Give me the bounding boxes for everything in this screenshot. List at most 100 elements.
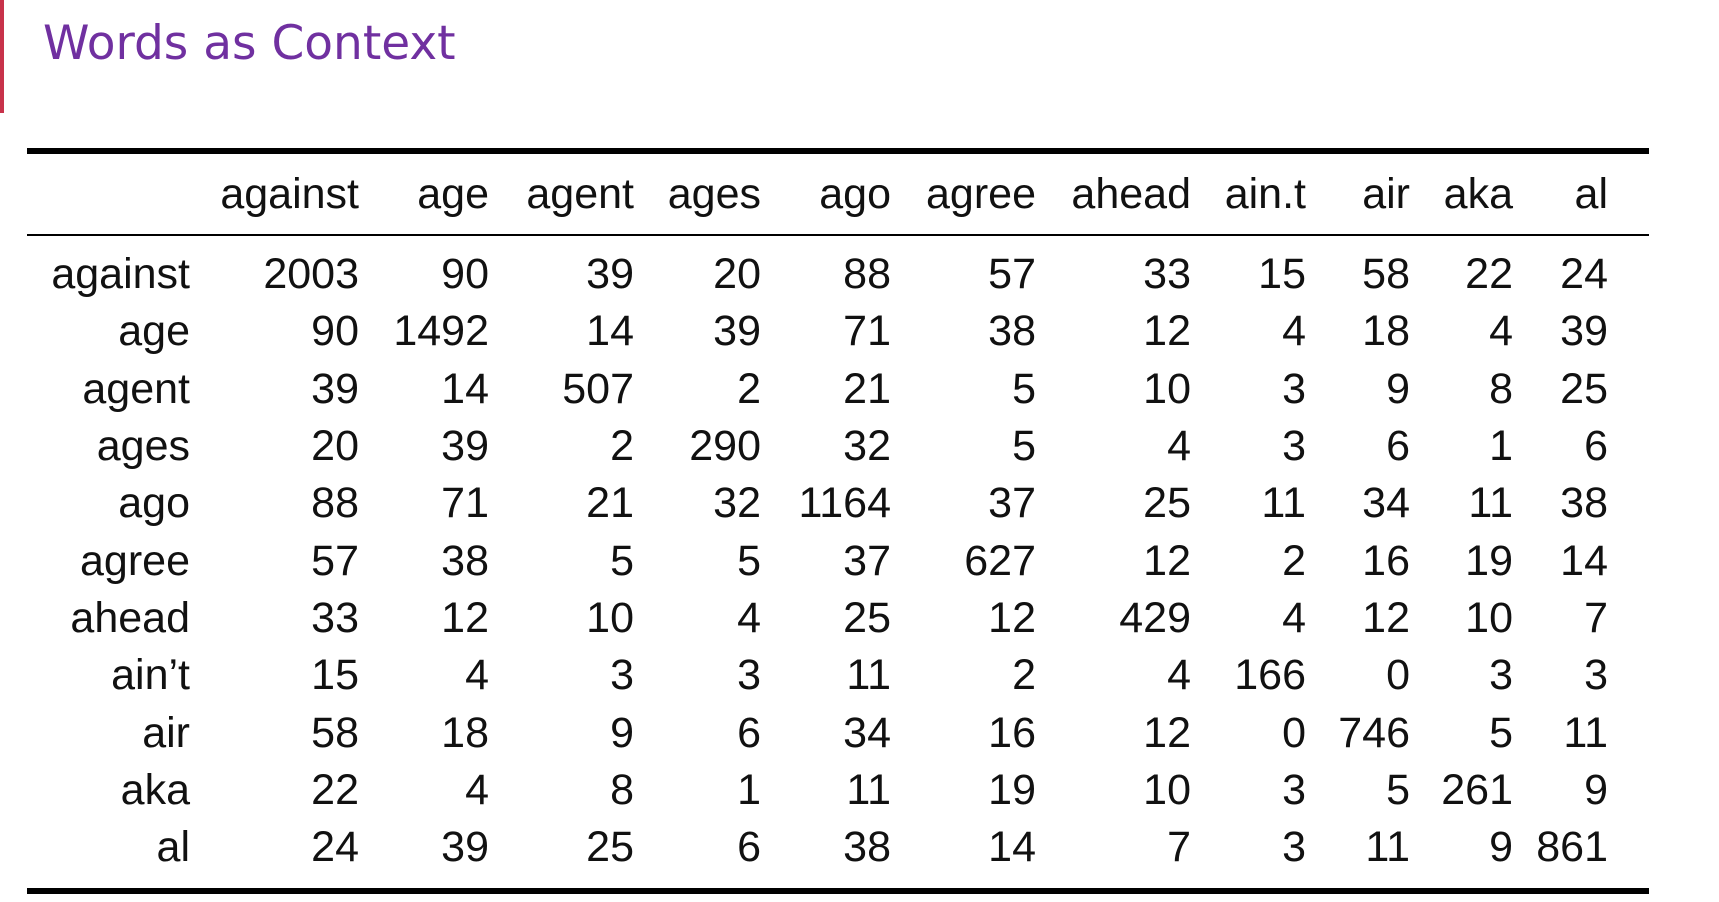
table-cell: 4 (1167, 651, 1191, 700)
table-cell: 33 (1143, 250, 1191, 299)
table-cell: 2 (1012, 651, 1036, 700)
row-label: against (51, 250, 190, 299)
table-cell: 10 (1143, 364, 1191, 413)
table-cell: 12 (1143, 536, 1191, 585)
row-label: aka (120, 765, 190, 814)
table-cell: 14 (586, 307, 634, 356)
table-cell: 38 (988, 307, 1036, 356)
table-cell: 39 (1560, 307, 1608, 356)
table-cell: 11 (1365, 823, 1410, 872)
table-cell: 58 (311, 708, 359, 757)
table-cell: 3 (1282, 823, 1306, 872)
table-cell: 58 (1362, 250, 1410, 299)
table-cell: 861 (1536, 823, 1608, 872)
table-cell: 20 (713, 250, 761, 299)
table-cell: 3 (1282, 364, 1306, 413)
table-bottom-rule (27, 888, 1649, 895)
row-label: air (142, 708, 190, 757)
column-header: ago (819, 169, 891, 218)
table-cell: 5 (610, 536, 634, 585)
table-cell: 9 (1584, 765, 1608, 814)
table-cell: 11 (846, 765, 891, 814)
table-cell: 37 (843, 536, 891, 585)
table-cell: 14 (988, 823, 1036, 872)
table-cell: 18 (441, 708, 489, 757)
table-row: ago 88 71 21 32 1164 37 25 11 34 11 38 (27, 475, 1649, 532)
table-cell: 33 (311, 593, 359, 642)
table-cell: 2 (1282, 536, 1306, 585)
table-cell: 25 (1143, 479, 1191, 528)
table-cell: 6 (737, 708, 761, 757)
table-header-rule (27, 234, 1649, 236)
table-cell: 4 (465, 651, 489, 700)
table-cell: 18 (1362, 307, 1410, 356)
table-cell: 261 (1441, 765, 1513, 814)
column-header: aka (1443, 169, 1513, 218)
row-padding (1608, 532, 1649, 589)
column-header: against (220, 169, 359, 218)
slide-title: Words as Context (43, 16, 456, 71)
table-cell: 39 (441, 422, 489, 471)
table-cell: 25 (586, 823, 634, 872)
table-cell: 5 (1012, 364, 1036, 413)
table-cell: 39 (311, 364, 359, 413)
table-cell: 5 (1386, 765, 1410, 814)
cooccurrence-table-body: against 2003 90 39 20 88 57 33 15 58 22 24 age 90 1492… (27, 236, 1649, 888)
row-label: ages (96, 422, 190, 471)
table-row: air 58 18 9 6 34 16 12 0 746 5 11 (27, 704, 1649, 761)
row-padding (1608, 475, 1649, 532)
column-header: agent (526, 169, 634, 218)
table-cell: 6 (1584, 422, 1608, 471)
table-cell: 9 (1386, 364, 1410, 413)
row-padding (1608, 361, 1649, 418)
table-cell: 4 (1489, 307, 1513, 356)
table-cell: 57 (988, 250, 1036, 299)
table-cell: 6 (1386, 422, 1410, 471)
table-cell: 4 (1282, 307, 1306, 356)
row-label: ahead (70, 593, 190, 642)
table-cell: 6 (737, 823, 761, 872)
table-header-row: against age agent ages ago agree ahead ain.t air… (27, 154, 1649, 234)
table-cell: 4 (737, 593, 761, 642)
table-cell: 507 (562, 364, 634, 413)
table-cell: 24 (1560, 250, 1608, 299)
table-cell: 2003 (263, 250, 359, 299)
row-label: ain’t (111, 651, 190, 700)
column-header: ain.t (1224, 169, 1306, 218)
row-label: agree (80, 536, 190, 585)
column-header: agree (926, 169, 1036, 218)
table-row: ahead 33 12 10 4 25 12 429 4 12 10 7 (27, 590, 1649, 647)
table-top-rule (27, 148, 1649, 154)
table-cell: 90 (441, 250, 489, 299)
table-cell: 5 (1012, 422, 1036, 471)
table-cell: 7 (1167, 823, 1191, 872)
table-cell: 12 (1143, 307, 1191, 356)
table-cell: 39 (713, 307, 761, 356)
table-cell: 12 (1143, 708, 1191, 757)
table-cell: 1164 (798, 479, 891, 528)
table-cell: 11 (1261, 479, 1306, 528)
column-header: air (1362, 169, 1410, 218)
column-header: ages (667, 169, 761, 218)
table-cell: 19 (1465, 536, 1513, 585)
row-padding (1608, 303, 1649, 360)
table-cell: 3 (737, 651, 761, 700)
table-cell: 21 (843, 364, 891, 413)
table-cell: 3 (1584, 651, 1608, 700)
table-cell: 25 (843, 593, 891, 642)
table-cell: 10 (1465, 593, 1513, 642)
table-row: against 2003 90 39 20 88 57 33 15 58 22 24 (27, 246, 1649, 303)
table-row: agree 57 38 5 5 37 627 12 2 16 19 14 (27, 532, 1649, 589)
table-cell: 3 (1282, 765, 1306, 814)
table-cell: 8 (610, 765, 634, 814)
table-cell: 38 (843, 823, 891, 872)
table-cell: 10 (586, 593, 634, 642)
table-cell: 32 (713, 479, 761, 528)
table-cell: 34 (843, 708, 891, 757)
row-padding (1608, 819, 1649, 876)
table-cell: 290 (689, 422, 761, 471)
table-cell: 14 (441, 364, 489, 413)
table-cell: 21 (586, 479, 634, 528)
table-cell: 11 (1468, 479, 1513, 528)
